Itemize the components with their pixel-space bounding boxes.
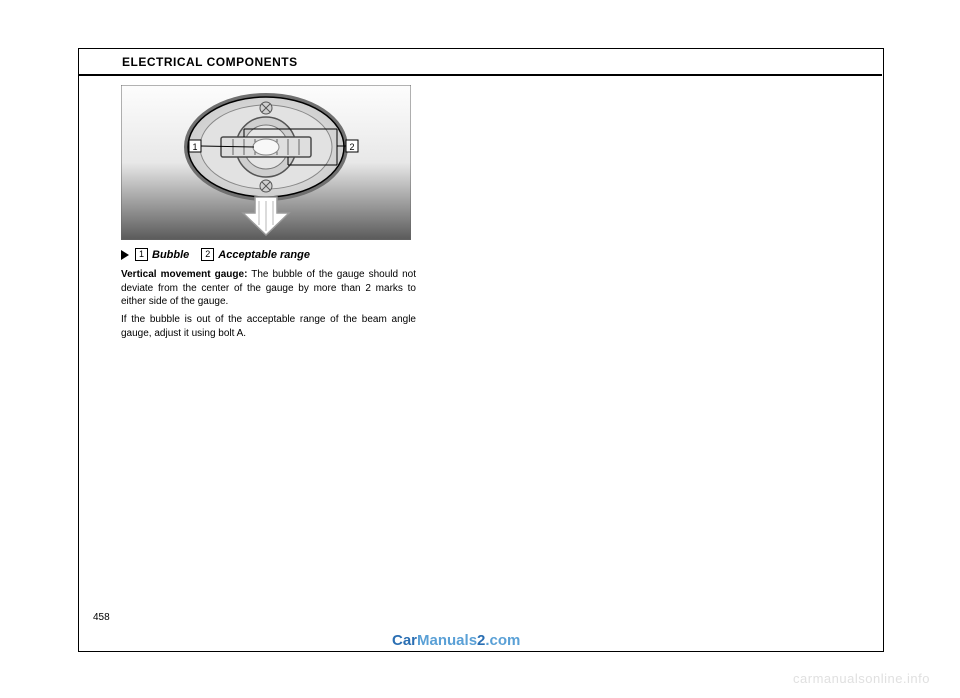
figure-caption: 1 Bubble 2 Acceptable range	[121, 248, 431, 261]
brand-part-com: .com	[485, 632, 520, 649]
brand-part-car: Car	[392, 632, 417, 649]
caption-num-1: 1	[135, 248, 148, 261]
svg-text:2: 2	[349, 142, 354, 152]
caption-label-2: Acceptable range	[218, 249, 310, 261]
page-number: 458	[93, 612, 110, 623]
paragraph-1: Vertical movement gauge: The bubble of t…	[121, 268, 416, 309]
header-rule	[78, 74, 882, 76]
section-header: ELECTRICAL COMPONENTS	[122, 55, 298, 69]
paragraph-2: If the bubble is out of the acceptable r…	[121, 313, 416, 340]
watermark-carmanuals2: CarManuals2.com	[392, 632, 520, 649]
caption-label-1: Bubble	[152, 249, 189, 261]
caption-num-2: 2	[201, 248, 214, 261]
watermark-carmanualsonline: carmanualsonline.info	[793, 671, 930, 686]
svg-text:1: 1	[192, 142, 197, 152]
paragraph-1-lead: Vertical movement gauge:	[121, 269, 247, 280]
caption-arrow-icon	[121, 250, 129, 260]
brand-part-manuals: Manuals	[417, 632, 477, 649]
gauge-figure: 1 2	[121, 85, 411, 240]
